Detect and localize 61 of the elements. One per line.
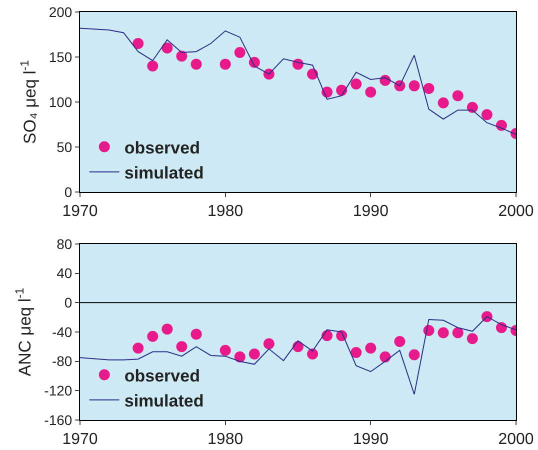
y-tick-label: 0 bbox=[64, 184, 72, 200]
point bbox=[176, 50, 188, 62]
point bbox=[248, 348, 260, 360]
point bbox=[190, 58, 202, 70]
x-tick-label: 2000 bbox=[498, 203, 534, 220]
point bbox=[162, 42, 173, 54]
point bbox=[350, 347, 362, 358]
y-tick-label: 40 bbox=[56, 265, 72, 282]
point bbox=[132, 342, 144, 354]
y-tick-label: 80 bbox=[56, 236, 72, 252]
point bbox=[438, 97, 449, 108]
legend-label: observed bbox=[124, 138, 200, 158]
x-tick-label: 1980 bbox=[208, 203, 244, 220]
legend-label: simulated bbox=[124, 392, 204, 411]
legend-label: simulated bbox=[124, 163, 204, 182]
point bbox=[176, 341, 188, 352]
y-tick-label: 150 bbox=[48, 48, 72, 65]
point bbox=[408, 80, 420, 92]
point bbox=[220, 344, 231, 356]
point bbox=[452, 327, 464, 338]
y-tick-label: -40 bbox=[52, 324, 72, 340]
x-tick-label: 1980 bbox=[208, 431, 244, 448]
point bbox=[423, 83, 434, 94]
point bbox=[234, 351, 246, 362]
point bbox=[234, 47, 246, 58]
y-tick-label: -120 bbox=[44, 382, 72, 399]
point bbox=[438, 327, 449, 338]
x-tick-label: 1970 bbox=[62, 203, 98, 220]
y-tick-label: -80 bbox=[52, 353, 72, 370]
point bbox=[162, 324, 173, 335]
point bbox=[322, 330, 333, 342]
x-tick-label: 1990 bbox=[352, 203, 389, 220]
y-tick-label: 50 bbox=[56, 138, 72, 155]
y-tick-label: -160 bbox=[44, 412, 72, 428]
point bbox=[190, 328, 202, 340]
point bbox=[466, 102, 478, 113]
x-tick-label: 2000 bbox=[498, 431, 534, 448]
x-tick-label: 1970 bbox=[62, 431, 98, 448]
point bbox=[147, 60, 158, 72]
point bbox=[365, 342, 376, 354]
point bbox=[408, 349, 420, 360]
point bbox=[263, 338, 274, 350]
point bbox=[481, 109, 492, 120]
point bbox=[394, 336, 406, 348]
point bbox=[466, 333, 478, 344]
x-tick-label: 1990 bbox=[352, 431, 389, 448]
point bbox=[147, 330, 158, 342]
y-tick-label: 200 bbox=[48, 4, 72, 20]
point bbox=[452, 90, 464, 102]
point bbox=[220, 58, 231, 70]
point bbox=[365, 86, 376, 98]
y-tick-label: 100 bbox=[48, 94, 72, 110]
point bbox=[380, 351, 391, 362]
y-tick-label: 0 bbox=[64, 294, 72, 311]
legend-label: observed bbox=[124, 366, 200, 386]
point bbox=[496, 322, 507, 334]
point bbox=[322, 86, 333, 98]
point bbox=[307, 348, 318, 360]
point bbox=[350, 78, 362, 90]
point bbox=[132, 38, 144, 49]
point bbox=[307, 68, 318, 80]
